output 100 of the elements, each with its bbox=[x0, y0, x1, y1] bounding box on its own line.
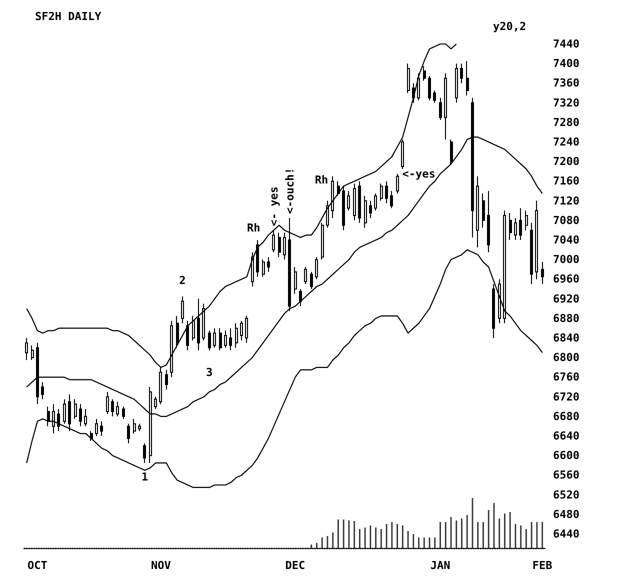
candlestick bbox=[138, 423, 141, 432]
y-tick-label: 7400 bbox=[553, 57, 580, 70]
candlestick bbox=[353, 183, 356, 221]
y-tick-label: 7440 bbox=[553, 38, 580, 50]
candlestick bbox=[299, 288, 302, 307]
candlestick bbox=[235, 322, 238, 348]
candlestick bbox=[374, 192, 377, 212]
candlestick bbox=[192, 315, 195, 341]
y-tick-label: 6840 bbox=[553, 332, 580, 344]
candlestick bbox=[439, 97, 442, 120]
x-tick-label: JAN bbox=[430, 559, 450, 572]
candlestick bbox=[390, 190, 393, 209]
candlestick bbox=[482, 192, 485, 228]
candlestick bbox=[450, 139, 453, 165]
candlestick bbox=[25, 338, 28, 361]
y-tick-label: 6480 bbox=[553, 508, 580, 521]
candlestick bbox=[262, 259, 265, 278]
candlestick bbox=[337, 180, 340, 196]
candlestick bbox=[197, 298, 200, 351]
candlestick bbox=[240, 320, 243, 341]
y-tick-label: 6560 bbox=[553, 468, 580, 482]
candlestick bbox=[100, 420, 103, 436]
y-tick-label: 7200 bbox=[553, 155, 580, 168]
annotation: <-ouch! bbox=[283, 168, 296, 214]
y-tick-label: 7360 bbox=[553, 76, 580, 90]
candlestick bbox=[224, 330, 227, 348]
candlestick bbox=[315, 256, 318, 280]
candlestick bbox=[272, 230, 275, 253]
candlestick bbox=[154, 396, 157, 410]
candlestick bbox=[176, 315, 179, 348]
candlestick bbox=[52, 404, 55, 434]
y-tick-label: 6760 bbox=[553, 370, 580, 384]
candlestick bbox=[498, 278, 501, 324]
candlestick bbox=[208, 330, 211, 351]
candlestick bbox=[476, 176, 479, 248]
x-tick-label: FEB bbox=[532, 559, 553, 572]
annotation: Rh bbox=[247, 222, 260, 234]
candlestick bbox=[433, 90, 436, 104]
y-tick-label: 6640 bbox=[553, 430, 580, 442]
candlestick bbox=[31, 344, 34, 361]
annotation: 3 bbox=[206, 366, 213, 379]
candlestick bbox=[95, 418, 98, 436]
candlestick bbox=[326, 200, 329, 228]
candlestick bbox=[321, 222, 324, 260]
y-tick-label: 6880 bbox=[553, 312, 580, 325]
candlestick bbox=[428, 75, 431, 101]
candlestick bbox=[41, 382, 44, 400]
candlestick bbox=[525, 210, 528, 231]
candlestick bbox=[74, 398, 77, 420]
candlestick bbox=[385, 180, 388, 204]
candlestick bbox=[342, 186, 345, 231]
candlestick bbox=[116, 401, 119, 417]
candlestick bbox=[267, 256, 270, 272]
candlestick bbox=[57, 408, 60, 432]
annotation: <- yes bbox=[267, 186, 280, 226]
candlestick bbox=[492, 284, 495, 338]
candlestick bbox=[509, 212, 512, 240]
candlestick bbox=[283, 232, 286, 260]
candlestick bbox=[213, 328, 216, 348]
y-tick-label: 7320 bbox=[553, 96, 580, 110]
chart-title: SF2H DAILY bbox=[35, 10, 102, 23]
candlestick bbox=[229, 328, 232, 351]
y-tick-label: 6680 bbox=[553, 410, 580, 423]
candlestick bbox=[535, 200, 538, 280]
y-tick-label: 6720 bbox=[553, 390, 580, 404]
candlestick bbox=[541, 262, 544, 285]
candlestick bbox=[245, 315, 248, 344]
candlestick bbox=[358, 180, 361, 224]
candlestick bbox=[106, 391, 109, 414]
candlestick bbox=[127, 423, 130, 444]
annotation: Rh bbox=[314, 174, 328, 186]
candlestick bbox=[186, 320, 189, 351]
y-tick-label: 6600 bbox=[553, 449, 580, 462]
candlestick bbox=[530, 222, 533, 285]
candlestick bbox=[331, 176, 334, 218]
candlestick bbox=[412, 82, 415, 104]
candlestick bbox=[364, 195, 367, 228]
candlestick bbox=[90, 430, 93, 442]
y-tick-label: 6800 bbox=[553, 351, 580, 364]
candlestick bbox=[79, 404, 82, 427]
y-tick-label: 7160 bbox=[553, 174, 580, 188]
candlestick bbox=[256, 240, 259, 278]
y-tick-label: 7000 bbox=[553, 253, 580, 266]
candlestick bbox=[466, 60, 469, 96]
candlestick bbox=[133, 418, 136, 434]
candlestick bbox=[310, 271, 313, 290]
candlestick bbox=[294, 266, 297, 294]
x-tick-label: NOV bbox=[151, 559, 172, 572]
x-tick-label: OCT bbox=[27, 559, 48, 572]
candlestick bbox=[122, 406, 125, 420]
y-tick-label: 6440 bbox=[553, 528, 580, 540]
candlestick bbox=[304, 266, 307, 285]
candlestick bbox=[84, 408, 87, 427]
candlestick bbox=[181, 296, 184, 324]
candlestick bbox=[68, 394, 71, 432]
y-tick-label: 6960 bbox=[553, 272, 580, 286]
y-tick-label: 7040 bbox=[553, 234, 580, 246]
annotation: <-yes bbox=[402, 168, 436, 180]
candlestick bbox=[423, 66, 426, 82]
candlestick bbox=[63, 398, 66, 424]
